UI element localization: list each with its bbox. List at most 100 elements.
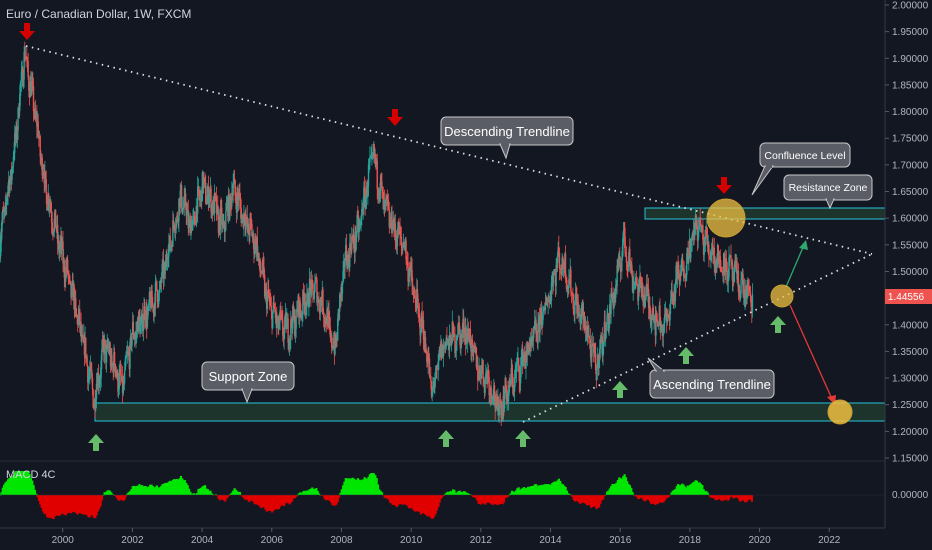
candle-body [192,216,194,221]
candle-body [328,318,331,327]
y-tick-label: 1.35000 [892,347,929,358]
candle-body [690,245,692,259]
macd-title: MACD 4C [6,469,56,481]
y-tick-label: 1.65000 [892,187,929,198]
macd-bar [295,495,298,497]
macd-bar [600,495,603,501]
macd-bar [406,495,409,506]
candle-body [627,266,629,268]
candle-body [621,245,624,258]
candle-body [243,213,246,221]
candle-body [735,265,737,267]
candle-body [386,194,388,201]
up-arrow-icon [612,381,628,398]
macd-bar [635,495,638,497]
candle-body [370,155,372,157]
candle-body [700,228,703,232]
candle-body [431,392,433,397]
candle-body [369,156,372,158]
candle-body [713,247,715,266]
candle-body [50,211,53,223]
macd-bar [13,472,16,495]
candle-body [603,340,605,343]
macd-bar [279,495,282,507]
candle-body [221,207,223,225]
candle-body [688,256,690,260]
macd-bar [390,495,393,504]
target-highlight [827,399,853,425]
candle-body [533,320,536,330]
candle-body [229,196,232,201]
candle-body [475,347,478,368]
macd-bar [134,486,137,495]
candle-body [32,81,34,87]
macd-bar [577,495,581,503]
macd-bar [309,488,313,495]
candle-body [75,308,78,317]
macd-bar [149,484,152,495]
candle-body [219,207,222,231]
candle-body [302,290,305,296]
macd-bar [67,495,70,513]
candle-body [544,302,547,311]
y-tick-label: 1.90000 [892,54,929,65]
candle-body [122,382,124,394]
macd-bar [529,486,532,495]
macd-bar [430,495,433,519]
candle-body [251,223,253,237]
macd-bar [300,493,303,495]
candle-body [457,322,460,335]
candle-body [235,195,237,204]
candle-body [381,186,384,192]
macd-bar [316,490,319,495]
macd-bar [128,491,132,495]
macd-bar [500,495,503,504]
candle-body [445,337,447,347]
candle-body [124,359,126,371]
candle-body [418,309,420,314]
candle-body [400,236,403,245]
candle-body [335,337,338,346]
candle-body [241,217,243,223]
macd-bar [234,489,238,495]
macd-bar [163,483,167,495]
candle-body [659,325,662,332]
macd-bar [698,482,701,495]
macd-bar [230,492,234,495]
candle-body [88,375,90,377]
macd-bar [198,488,201,495]
x-tick-label: 2000 [52,535,75,546]
candle-body [246,216,248,230]
candle-body [280,312,283,315]
candle-body [46,208,49,211]
macd-bar [107,490,110,495]
macd-bar [189,491,192,495]
macd-bar [622,476,625,495]
candle-body [95,383,98,400]
candle-body [309,278,311,283]
macd-bar [348,478,351,495]
macd-bar [650,495,653,505]
candle-body [266,294,269,309]
candle-body [182,207,185,209]
candle-body [525,352,527,369]
candle-body [356,215,358,234]
candle-body [508,380,510,393]
candle-body [424,337,427,353]
x-tick-label: 2004 [191,535,214,546]
candle-body [434,376,437,380]
macd-bar [120,495,124,500]
candle-body [274,307,276,310]
candle-body [349,243,351,268]
macd-bar [687,485,691,495]
macd-bar [256,495,259,505]
macd-bar [679,485,682,495]
candle-body [443,347,445,349]
macd-bar [150,484,153,495]
macd-bar [146,487,149,495]
macd-bar [422,495,425,514]
candle-body [353,235,355,249]
macd-tick-label: 0.00000 [892,490,929,501]
candle-body [528,344,531,354]
macd-bar [624,477,628,495]
